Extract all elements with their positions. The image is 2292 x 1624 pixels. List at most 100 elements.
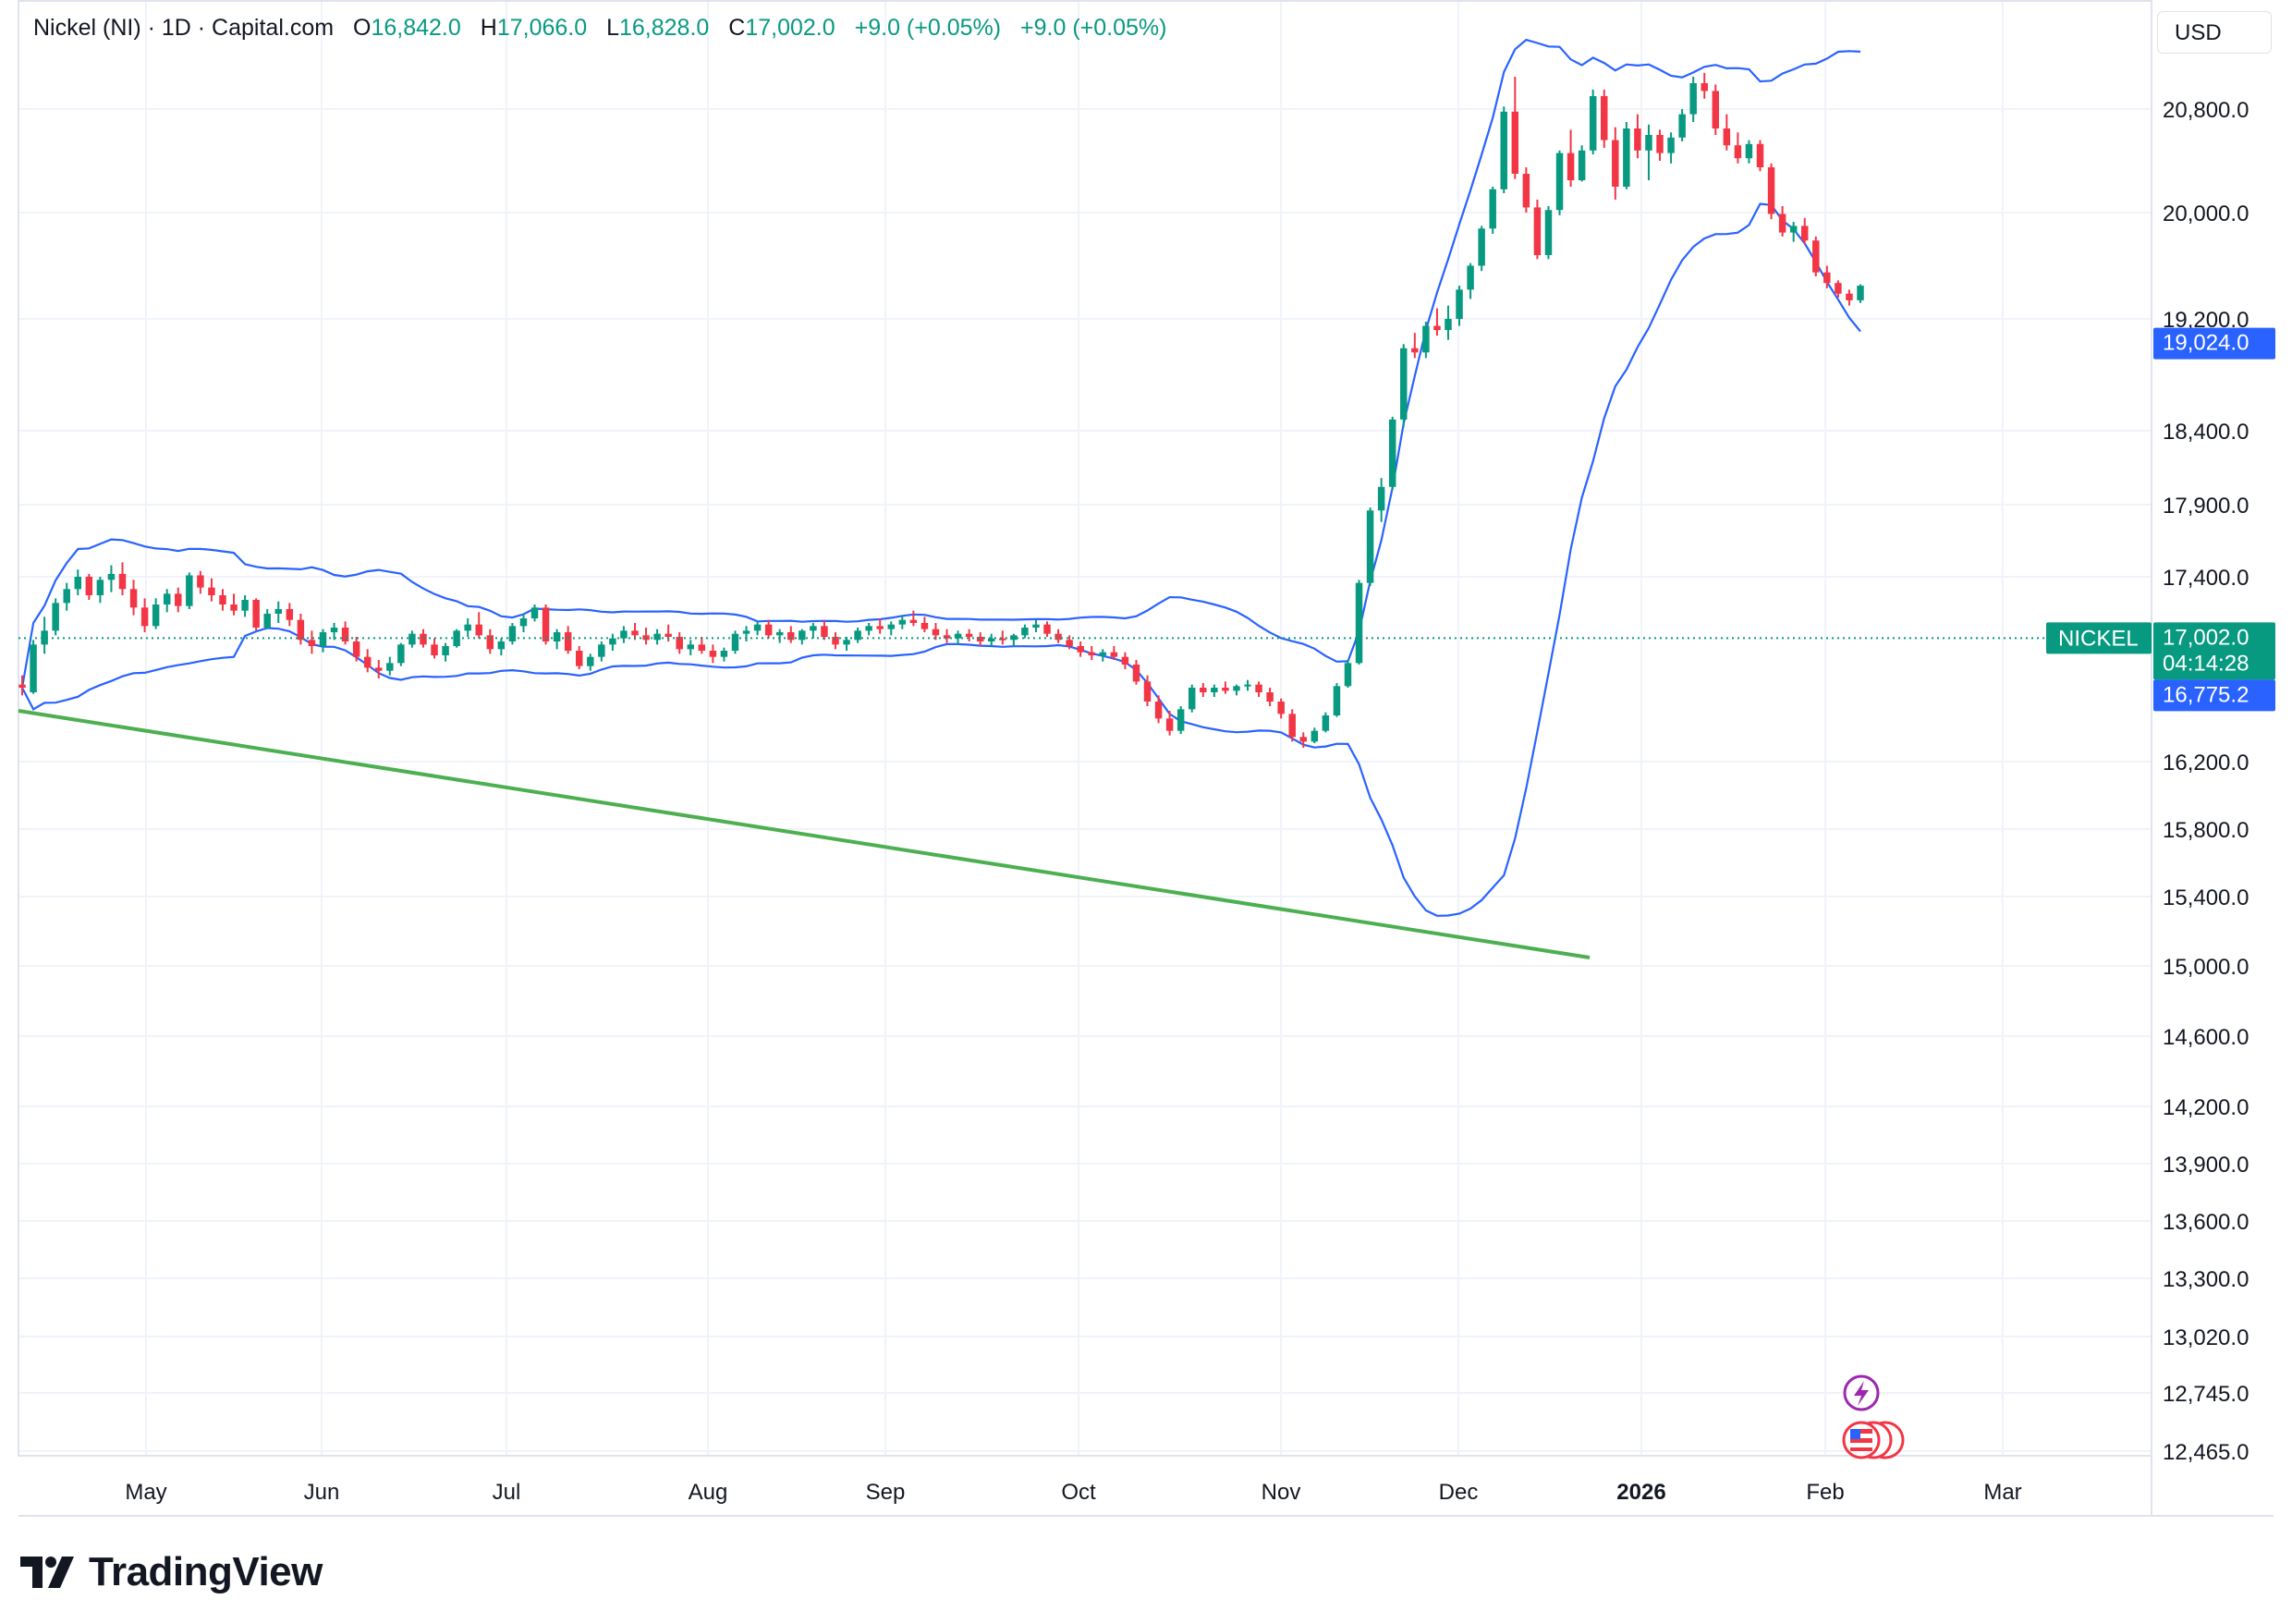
candle-body xyxy=(898,619,907,625)
candle-body xyxy=(1021,628,1029,636)
candle-body xyxy=(1623,128,1630,187)
candle xyxy=(420,629,427,648)
candle xyxy=(1411,333,1419,359)
currency-button[interactable]: USD xyxy=(2157,11,2272,54)
candle-body xyxy=(620,630,628,639)
change-value-secondary: +9.0 (+0.05%) xyxy=(1020,15,1167,41)
candle xyxy=(1555,150,1564,215)
candle-body xyxy=(832,637,839,645)
candle xyxy=(1344,660,1352,688)
candle-body xyxy=(274,609,282,614)
price-tick-label: 14,200.0 xyxy=(2163,1095,2249,1120)
candle-body xyxy=(1032,624,1040,628)
candle xyxy=(843,637,850,651)
candle xyxy=(1244,679,1251,691)
candle xyxy=(720,647,728,662)
candle xyxy=(85,573,93,600)
candle-body xyxy=(1634,128,1641,151)
candle xyxy=(1233,684,1240,696)
candle xyxy=(1689,77,1697,122)
candle-body xyxy=(1645,135,1652,151)
candle-body xyxy=(787,632,795,641)
candle xyxy=(341,621,349,645)
time-tick-label: Nov xyxy=(1262,1480,1301,1505)
candle-body xyxy=(1143,681,1152,702)
candle xyxy=(363,649,372,673)
symbol-title[interactable]: Nickel (NI) · 1D · Capital.com xyxy=(33,15,335,41)
candle-body xyxy=(1277,702,1285,714)
us-flag-icon[interactable] xyxy=(1842,1421,1905,1459)
candle-body xyxy=(530,607,539,618)
change-value: +9.0 (+0.05%) xyxy=(854,15,1002,41)
candle xyxy=(775,629,784,643)
price-tick-label: 15,800.0 xyxy=(2163,818,2249,843)
candle xyxy=(1422,322,1430,359)
candle xyxy=(41,617,48,654)
candle-body xyxy=(1723,128,1731,146)
candle-body xyxy=(140,607,149,627)
open-value: 16,842.0 xyxy=(371,15,461,41)
open-label: O xyxy=(353,15,372,41)
candle xyxy=(1734,132,1742,164)
candle xyxy=(909,610,918,627)
candle-body xyxy=(1823,272,1831,284)
candle xyxy=(1132,660,1140,685)
candle-body xyxy=(1154,702,1163,719)
candle-body xyxy=(1767,167,1775,214)
candle xyxy=(107,565,116,592)
candle xyxy=(1623,122,1630,189)
candle xyxy=(352,637,360,662)
candle-body xyxy=(486,635,494,650)
candle xyxy=(1756,140,1764,172)
lower-band-price-tag-text: 16,775.2 xyxy=(2163,682,2249,707)
candle-body xyxy=(1066,640,1073,646)
candle xyxy=(431,638,438,659)
candle xyxy=(575,646,583,669)
candle xyxy=(854,628,861,643)
candle-body xyxy=(341,628,349,641)
candle-body xyxy=(865,626,872,631)
candle-body xyxy=(1311,730,1319,742)
candle-body xyxy=(965,633,973,637)
tradingview-logo[interactable]: TradingView xyxy=(20,1549,323,1595)
candle xyxy=(74,569,82,595)
candle xyxy=(1355,580,1363,665)
time-tick-label: Jun xyxy=(304,1480,340,1505)
candle xyxy=(1667,132,1675,164)
candle-body xyxy=(742,630,750,634)
candle xyxy=(1645,124,1652,180)
candle xyxy=(1601,90,1608,148)
candle xyxy=(631,623,639,641)
candle-body xyxy=(810,626,817,631)
candle xyxy=(486,629,494,654)
price-tick-label: 20,800.0 xyxy=(2163,98,2249,123)
candle-body xyxy=(420,633,427,645)
candle-body xyxy=(1489,189,1496,229)
candle xyxy=(1333,683,1341,717)
candle xyxy=(1032,619,1040,632)
candle-body xyxy=(631,630,639,636)
candle xyxy=(18,675,26,696)
last-price-tag: 17,002.004:14:28 xyxy=(2153,622,2275,680)
candle xyxy=(1678,109,1686,141)
lightning-icon[interactable] xyxy=(1843,1374,1880,1411)
time-tick-label: May xyxy=(125,1480,166,1505)
candle xyxy=(1143,675,1152,706)
candle-body xyxy=(988,638,995,641)
candles xyxy=(18,72,1864,748)
candle xyxy=(810,623,817,639)
candle-body xyxy=(764,624,773,636)
candle xyxy=(52,598,59,636)
candle xyxy=(698,637,706,654)
candle xyxy=(609,633,616,651)
candle xyxy=(898,615,907,629)
candle-body xyxy=(1077,646,1084,653)
candle-body xyxy=(1712,91,1720,128)
candle xyxy=(1121,652,1129,669)
candle-body xyxy=(1110,652,1118,657)
candle-body xyxy=(1689,83,1697,115)
candle-body xyxy=(1678,114,1686,138)
candle-body xyxy=(1612,140,1619,187)
candle xyxy=(286,603,294,627)
